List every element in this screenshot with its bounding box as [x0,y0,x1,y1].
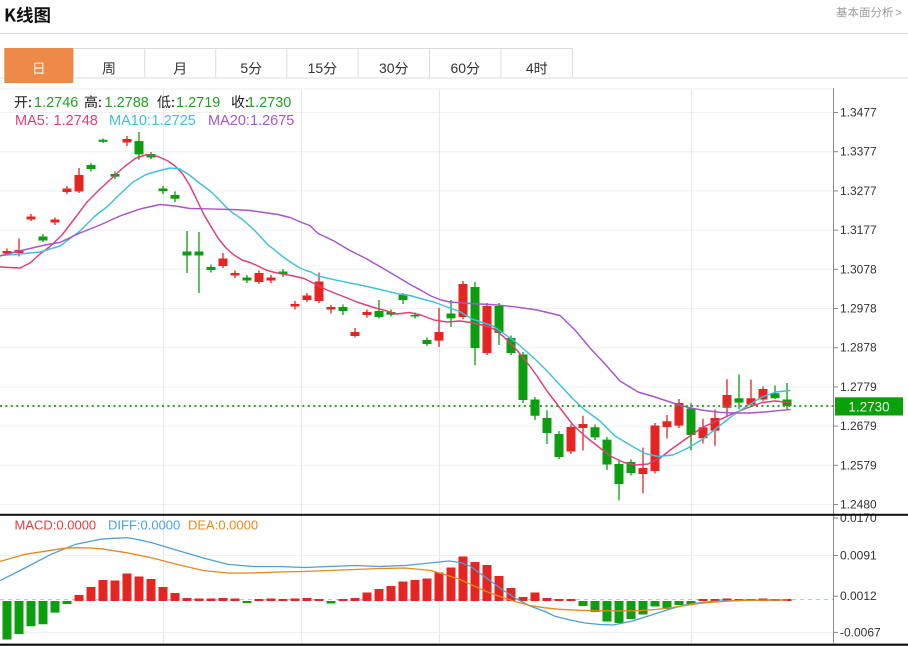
svg-text:1.2679: 1.2679 [840,419,877,433]
svg-text:MA10: 1.2725: MA10: 1.2725 [109,113,196,129]
svg-text:1.2730: 1.2730 [848,400,889,415]
svg-text:DEA:0.0000: DEA:0.0000 [188,518,258,533]
svg-text:>: > [895,6,902,20]
svg-text:0.0091: 0.0091 [840,549,877,563]
svg-text:15: 15 [308,60,324,76]
svg-text:1.2579: 1.2579 [840,458,877,472]
svg-text:1.2719: 1.2719 [176,95,220,111]
svg-text:30: 30 [379,60,395,76]
svg-text:0.0012: 0.0012 [840,589,877,603]
svg-text:4: 4 [526,60,534,76]
svg-text:MA5: 1.2748: MA5: 1.2748 [15,113,98,129]
svg-text:1.3177: 1.3177 [840,223,877,237]
svg-text:60: 60 [450,60,466,76]
svg-text:1.3377: 1.3377 [840,145,877,159]
svg-text:1.2978: 1.2978 [840,302,877,316]
svg-text:DIFF:0.0000: DIFF:0.0000 [108,518,180,533]
svg-text:1.3477: 1.3477 [840,106,877,120]
svg-text:1.3277: 1.3277 [840,184,877,198]
svg-text:1.2779: 1.2779 [840,380,877,394]
svg-text:MA20: 1.2675: MA20: 1.2675 [208,113,294,129]
svg-text:-0.0067: -0.0067 [840,625,881,639]
svg-text:1.2788: 1.2788 [105,95,149,111]
svg-text:5: 5 [240,60,248,76]
svg-text:MACD:0.0000: MACD:0.0000 [15,518,97,533]
svg-text:1.2480: 1.2480 [840,498,877,512]
svg-text:1.2878: 1.2878 [840,341,877,355]
svg-text:1.3078: 1.3078 [840,262,877,276]
svg-text:1.2746: 1.2746 [34,95,78,111]
svg-text:0.0170: 0.0170 [840,511,877,525]
svg-text:1.2730: 1.2730 [247,95,291,111]
